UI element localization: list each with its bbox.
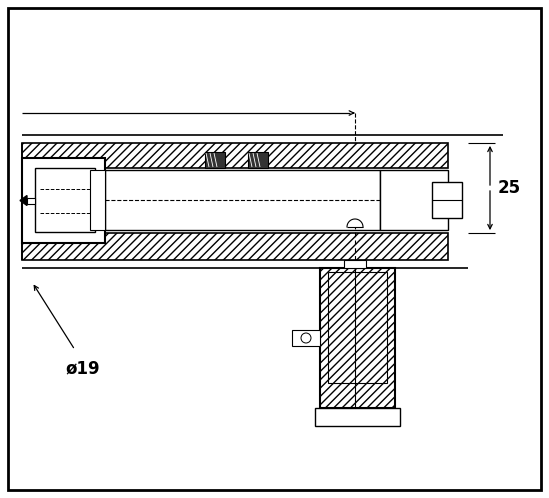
Bar: [292, 330, 320, 346]
Bar: [35, 168, 95, 232]
Bar: [328, 272, 387, 383]
Bar: [105, 170, 380, 230]
Bar: [344, 260, 366, 268]
Bar: [22, 158, 105, 243]
Bar: [22, 233, 448, 260]
Bar: [320, 268, 395, 408]
Polygon shape: [347, 219, 363, 227]
Text: 25: 25: [498, 179, 521, 197]
Bar: [248, 152, 268, 168]
Bar: [90, 170, 105, 230]
Bar: [22, 143, 448, 168]
Bar: [380, 170, 448, 230]
Bar: [205, 152, 225, 168]
Bar: [27, 198, 35, 204]
Bar: [432, 182, 462, 218]
Bar: [22, 168, 448, 233]
Text: ø19: ø19: [65, 359, 99, 377]
Bar: [315, 408, 400, 426]
Polygon shape: [20, 196, 27, 206]
